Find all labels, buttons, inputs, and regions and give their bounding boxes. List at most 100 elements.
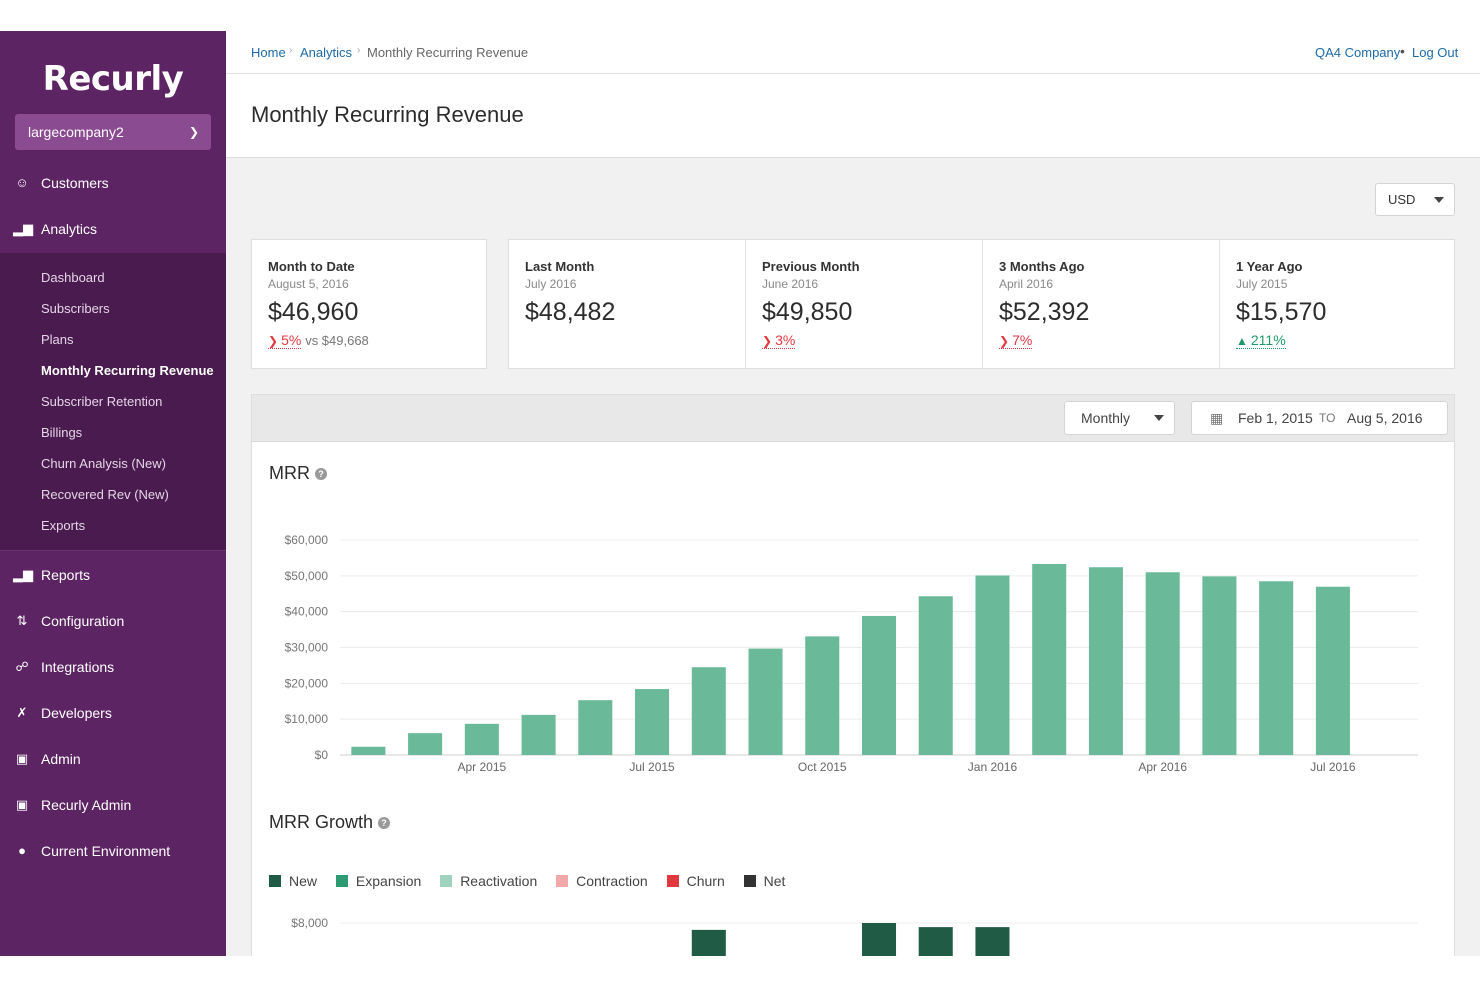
stat-date: August 5, 2016 bbox=[268, 277, 349, 291]
sidebar-item-admin[interactable]: ▣ Admin bbox=[0, 739, 226, 779]
stat-label: 1 Year Ago bbox=[1236, 259, 1303, 274]
divider bbox=[982, 240, 983, 368]
chevron-down-icon: ❯ bbox=[268, 334, 279, 348]
change-value: 3% bbox=[775, 332, 796, 348]
stat-value: $52,392 bbox=[999, 298, 1090, 326]
legend-item-new[interactable]: New bbox=[269, 873, 317, 889]
breadcrumb-analytics[interactable]: Analytics bbox=[300, 45, 353, 60]
subnav-item-billings[interactable]: Billings bbox=[41, 425, 83, 440]
company-link[interactable]: QA4 Company bbox=[1315, 45, 1401, 60]
globe-icon: ● bbox=[18, 843, 26, 858]
breadcrumb-current: Monthly Recurring Revenue bbox=[367, 45, 529, 60]
y-tick-label: $0 bbox=[315, 748, 329, 762]
change-negative[interactable]: ❯ 5% bbox=[268, 332, 302, 349]
legend-item-net[interactable]: Net bbox=[743, 873, 786, 889]
mrr-bar bbox=[1202, 576, 1237, 755]
stat-value: $49,850 bbox=[762, 298, 853, 326]
stat-card-month-to-date: Month to Date August 5, 2016 $46,960 ❯ 5%… bbox=[251, 239, 487, 369]
divider bbox=[1219, 240, 1220, 368]
stat-previous-month: Previous Month June 2016 $49,850 ❯ 3% bbox=[746, 240, 982, 370]
breadcrumb-home[interactable]: Home bbox=[251, 45, 286, 60]
legend-label: Net bbox=[763, 873, 786, 889]
title-bar: Monthly Recurring Revenue bbox=[226, 74, 1480, 158]
mrr-chart: $0 $10,000 $20,000 $30,000 $40,000 $50,000 $60… bbox=[285, 533, 1418, 774]
x-tick-label: Jul 2016 bbox=[1310, 760, 1356, 774]
legend-swatch bbox=[335, 875, 348, 887]
main-content: Home › Analytics › Monthly Recurring Rev… bbox=[226, 31, 1480, 956]
y-tick-label: $20,000 bbox=[285, 676, 329, 690]
subnav-item-mrr[interactable]: Monthly Recurring Revenue bbox=[41, 363, 214, 378]
mrr-bar bbox=[635, 689, 670, 755]
date-from[interactable]: Feb 1, 2015 bbox=[1238, 410, 1313, 426]
analytics-subnav: Dashboard Subscribers Plans Monthly Recu… bbox=[0, 253, 226, 551]
growth-bar-new bbox=[975, 927, 1010, 956]
mrr-bar bbox=[918, 596, 953, 755]
mrr-bar bbox=[578, 700, 613, 755]
subnav-item-subscribers[interactable]: Subscribers bbox=[41, 301, 110, 316]
change-negative[interactable]: ❯ 7% bbox=[999, 332, 1033, 349]
mrr-bar bbox=[521, 714, 556, 755]
help-icon[interactable]: ? bbox=[378, 817, 391, 830]
sidebar-item-configuration[interactable]: ⇅ Configuration bbox=[0, 601, 226, 641]
legend-item-expansion[interactable]: Expansion bbox=[335, 873, 421, 889]
mrr-bar bbox=[805, 636, 840, 755]
chevron-down-icon: ❯ bbox=[762, 334, 773, 348]
chart-panel: Monthly ▦ Feb 1, 2015 TO Aug 5, 2016 MRR… bbox=[251, 394, 1455, 956]
sidebar-item-analytics[interactable]: ▂▆ Analytics bbox=[0, 209, 226, 249]
legend-item-reactivation[interactable]: Reactivation bbox=[440, 873, 537, 889]
legend-item-contraction[interactable]: Contraction bbox=[556, 873, 648, 889]
stat-label: Month to Date bbox=[268, 259, 355, 274]
mrr-bar bbox=[408, 733, 443, 755]
x-tick-label: Apr 2015 bbox=[457, 760, 506, 774]
sidebar-item-customers[interactable]: ☺ Customers bbox=[0, 163, 226, 203]
top-bar: Home › Analytics › Monthly Recurring Rev… bbox=[226, 31, 1480, 74]
stat-value: $48,482 bbox=[525, 298, 616, 326]
legend-swatch bbox=[440, 875, 453, 887]
tools-icon: ✗ bbox=[16, 705, 28, 720]
stat-card-group: Last Month July 2016 $48,482 Previous Mo… bbox=[508, 239, 1455, 369]
account-selector[interactable]: largecompany2 ❯ bbox=[15, 114, 211, 150]
recurly-logo[interactable]: Recurly bbox=[42, 59, 184, 99]
subnav-item-dashboard[interactable]: Dashboard bbox=[41, 270, 105, 285]
stat-date: July 2015 bbox=[1236, 277, 1288, 291]
sidebar-item-reports[interactable]: ▂▆ Reports bbox=[0, 555, 226, 595]
change-value: 7% bbox=[1012, 332, 1033, 348]
sidebar-item-developers[interactable]: ✗ Developers bbox=[0, 693, 226, 733]
legend-item-churn[interactable]: Churn bbox=[666, 873, 725, 889]
sidebar-item-current-environment[interactable]: ● Current Environment bbox=[0, 831, 226, 871]
legend-label: Churn bbox=[686, 873, 725, 889]
currency-value: USD bbox=[1388, 192, 1416, 207]
sidebar-item-label: Current Environment bbox=[41, 843, 171, 859]
change-value: 5% bbox=[281, 332, 302, 348]
app-window: Recurly largecompany2 ❯ ☺ Customers ▂▆ A… bbox=[0, 31, 1480, 956]
subnav-item-subscriber-retention[interactable]: Subscriber Retention bbox=[41, 394, 163, 409]
growth-bar-new bbox=[918, 927, 953, 956]
stat-date: June 2016 bbox=[762, 277, 819, 291]
lock-icon: ▣ bbox=[15, 797, 29, 812]
stat-date: July 2016 bbox=[525, 277, 577, 291]
subnav-item-churn-analysis[interactable]: Churn Analysis (New) bbox=[41, 456, 166, 471]
sidebar-item-integrations[interactable]: ☍ Integrations bbox=[0, 647, 226, 687]
mrr-bar bbox=[1259, 581, 1294, 755]
y-tick-label: $8,000 bbox=[291, 916, 328, 930]
date-to[interactable]: Aug 5, 2016 bbox=[1347, 410, 1423, 426]
help-icon[interactable]: ? bbox=[315, 468, 327, 481]
subnav-item-exports[interactable]: Exports bbox=[41, 518, 86, 533]
logout-link[interactable]: Log Out bbox=[1412, 45, 1459, 60]
sidebar: Recurly largecompany2 ❯ ☺ Customers ▂▆ A… bbox=[0, 31, 226, 956]
chart-toolbar: Monthly ▦ Feb 1, 2015 TO Aug 5, 2016 bbox=[252, 395, 1454, 442]
change-positive[interactable]: ▲ 211% bbox=[1236, 332, 1286, 349]
change-negative[interactable]: ❯ 3% bbox=[762, 332, 796, 349]
x-tick-label: Jul 2015 bbox=[629, 760, 675, 774]
comparison-value: vs $49,668 bbox=[305, 333, 369, 348]
period-select[interactable]: Monthly bbox=[1064, 401, 1175, 435]
subnav-item-recovered-rev[interactable]: Recovered Rev (New) bbox=[41, 487, 169, 502]
date-range-picker[interactable]: ▦ Feb 1, 2015 TO Aug 5, 2016 bbox=[1191, 401, 1448, 435]
currency-select[interactable]: USD bbox=[1375, 183, 1455, 216]
growth-legend: New Expansion Reactivation Contraction C… bbox=[269, 873, 800, 889]
subnav-item-plans[interactable]: Plans bbox=[41, 332, 74, 347]
stat-change: ▲ 211% bbox=[1236, 332, 1286, 349]
sidebar-item-recurly-admin[interactable]: ▣ Recurly Admin bbox=[0, 785, 226, 825]
mrr-bar bbox=[351, 746, 386, 755]
stat-label: Previous Month bbox=[762, 259, 860, 274]
